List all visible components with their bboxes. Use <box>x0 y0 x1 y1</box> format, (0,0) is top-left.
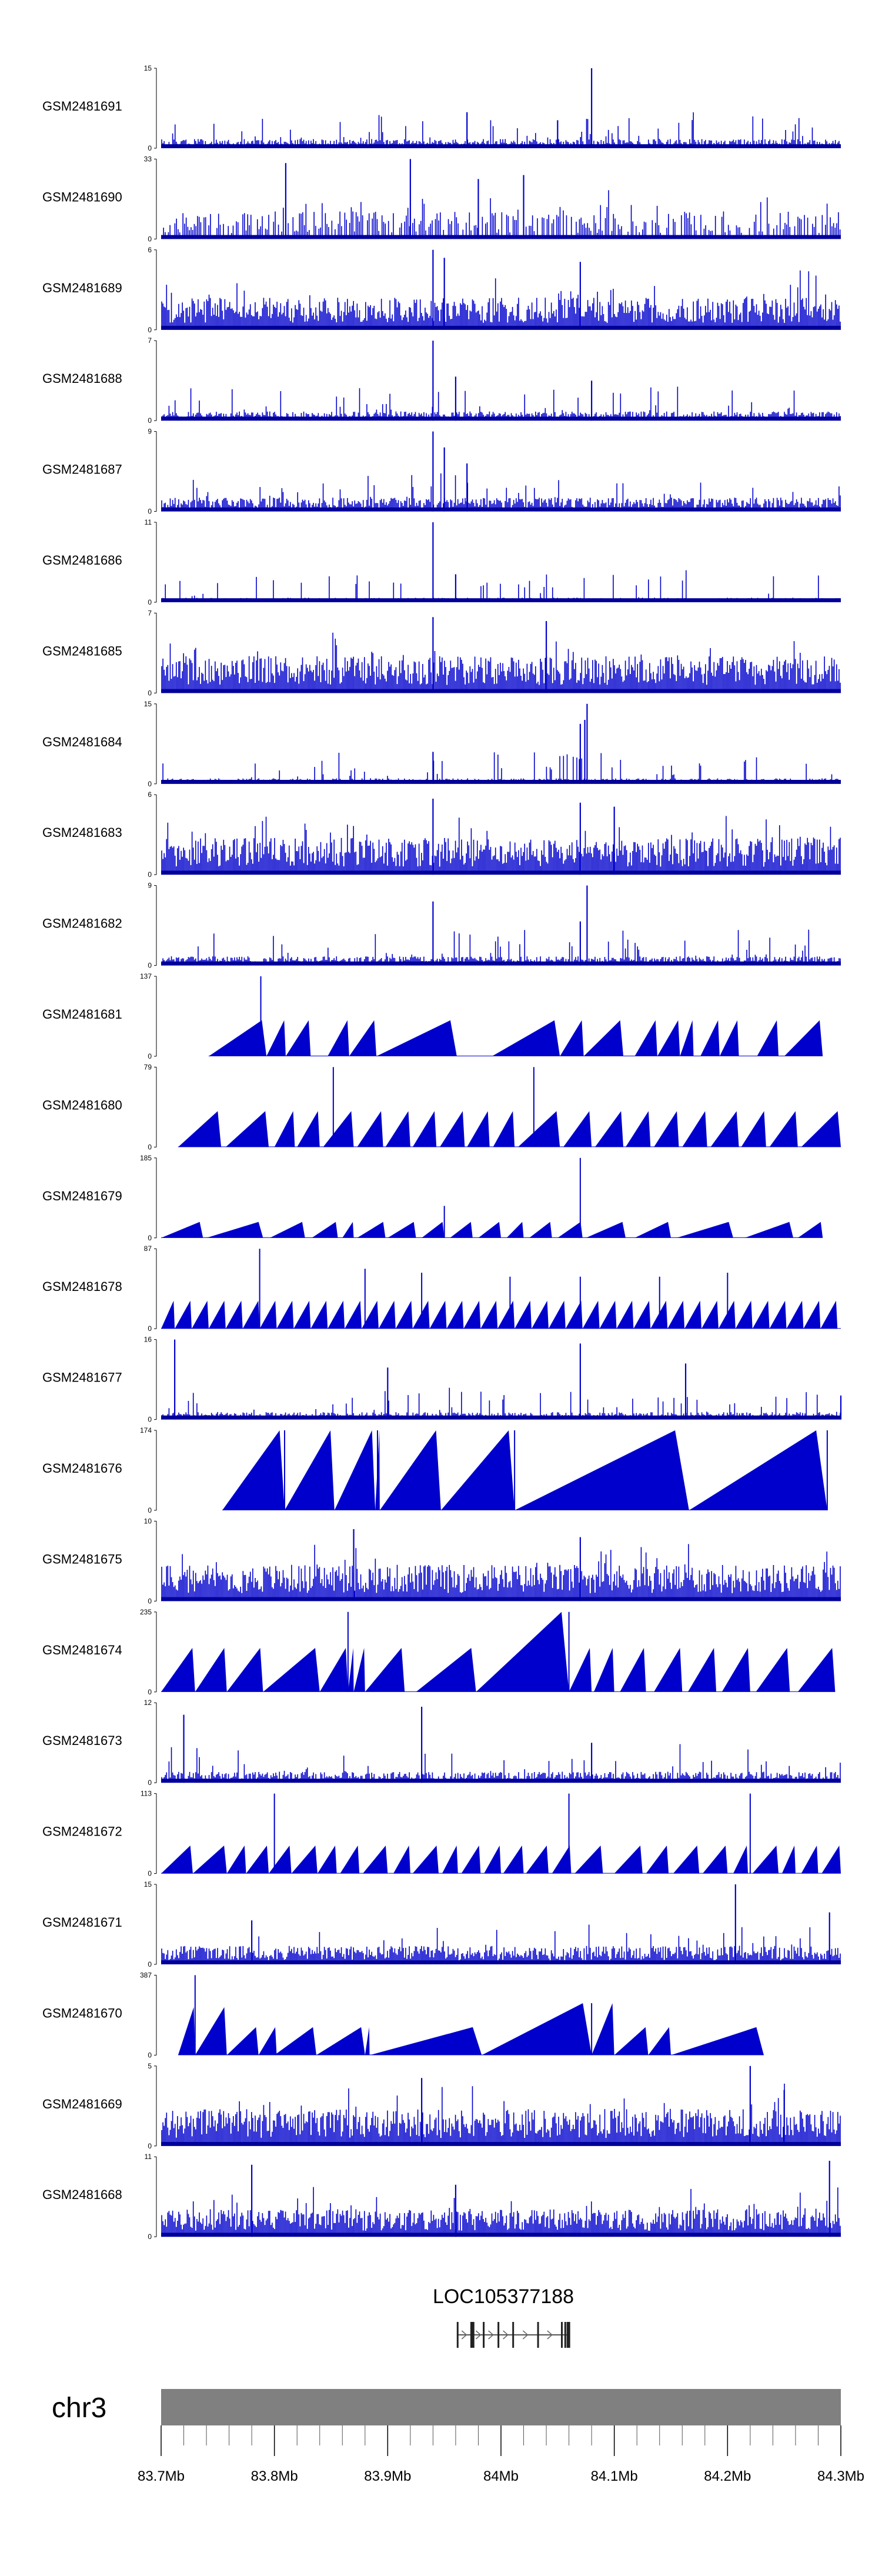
y-min-label: 0 <box>148 416 152 425</box>
y-max-label: 11 <box>145 518 152 526</box>
y-max-label: 15 <box>144 64 152 72</box>
track-label: GSM2481685 <box>42 643 122 658</box>
y-max-label: 9 <box>148 428 152 436</box>
coverage-signal <box>161 341 841 421</box>
baseline-coverage <box>161 689 841 693</box>
track-label: GSM2481686 <box>42 553 122 568</box>
baseline-coverage <box>161 416 841 421</box>
baseline-coverage <box>161 780 841 784</box>
track-label: GSM2481687 <box>42 462 122 477</box>
track-GSM2481685: GSM2481685 7 0 <box>42 609 841 697</box>
y-min-label: 0 <box>148 780 152 788</box>
track-GSM2481688: GSM2481688 7 0 <box>42 336 841 425</box>
track-GSM2481690: GSM2481690 33 0 <box>42 155 841 243</box>
track-label: GSM2481690 <box>42 189 122 204</box>
y-min-label: 0 <box>148 508 152 516</box>
coverage-signal <box>161 799 841 875</box>
y-min-label: 0 <box>148 326 152 334</box>
coverage-signal <box>161 249 841 330</box>
baseline-coverage <box>161 507 841 512</box>
y-max-label: 15 <box>144 700 152 708</box>
coverage-signal <box>161 522 841 602</box>
y-max-label: 7 <box>148 336 152 345</box>
track-label: GSM2481684 <box>42 735 122 749</box>
track-GSM2481686: GSM2481686 11 0 <box>42 518 841 606</box>
y-min-label: 0 <box>148 598 152 606</box>
y-max-label: 6 <box>148 790 152 799</box>
track-GSM2481691: GSM2481691 15 0 <box>42 64 841 152</box>
baseline-coverage <box>161 144 841 148</box>
baseline-coverage <box>161 598 841 602</box>
coverage-signal <box>161 68 841 148</box>
track-GSM2481683: GSM2481683 6 0 <box>42 790 841 879</box>
coverage-signal <box>161 159 841 239</box>
y-max-label: 33 <box>144 155 152 163</box>
y-min-label: 0 <box>148 870 152 879</box>
coverage-signal <box>161 617 841 693</box>
y-min-label: 0 <box>148 689 152 697</box>
track-GSM2481687: GSM2481687 9 0 <box>42 428 841 516</box>
track-GSM2481689: GSM2481689 6 0 <box>42 246 841 334</box>
y-min-label: 0 <box>148 235 152 243</box>
y-max-label: 6 <box>148 246 152 254</box>
y-min-label: 0 <box>148 144 152 152</box>
baseline-coverage <box>161 326 841 330</box>
coverage-tracks: GSM2481691150GSM2481690330GSM248168960GS… <box>42 64 842 2241</box>
track-label: GSM2481688 <box>42 371 122 386</box>
track-label: GSM2481689 <box>42 281 122 295</box>
baseline-coverage <box>161 235 841 239</box>
coverage-signal <box>161 431 841 512</box>
track-label: GSM2481683 <box>42 825 122 840</box>
y-max-label: 7 <box>148 609 152 617</box>
track-GSM2481684: GSM2481684 15 0 <box>42 700 841 788</box>
track-label: GSM2481691 <box>42 99 122 114</box>
coverage-signal <box>161 703 841 784</box>
